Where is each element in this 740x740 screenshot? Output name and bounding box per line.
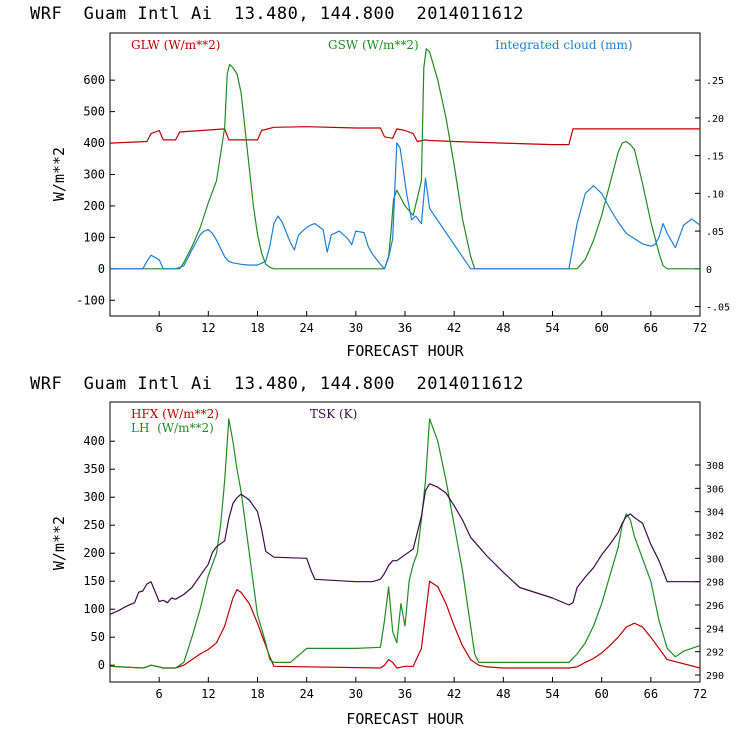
x-tick-label: 66 bbox=[644, 321, 658, 335]
chart-top-legend-cloud: Integrated cloud (mm) bbox=[495, 38, 633, 52]
left-tick-label: 500 bbox=[83, 105, 105, 119]
left-tick-label: 350 bbox=[83, 462, 105, 476]
chart-top: WRF Guam Intl Ai 13.480, 144.800 2014011… bbox=[30, 4, 730, 360]
x-tick-label: 60 bbox=[594, 321, 608, 335]
x-tick-label: 42 bbox=[447, 321, 461, 335]
left-tick-label: 400 bbox=[83, 434, 105, 448]
series-line-gsw bbox=[110, 48, 700, 270]
left-tick-label: 250 bbox=[83, 518, 105, 532]
x-tick-label: 48 bbox=[496, 687, 510, 701]
x-tick-label: 30 bbox=[349, 321, 363, 335]
left-tick-label: 300 bbox=[83, 490, 105, 504]
x-tick-label: 72 bbox=[693, 321, 707, 335]
right-tick-label: .05 bbox=[706, 227, 724, 238]
x-tick-label: 12 bbox=[201, 687, 215, 701]
x-tick-label: 6 bbox=[156, 321, 163, 335]
left-tick-label: 150 bbox=[83, 574, 105, 588]
chart-bottom-x-ticks: 6 12 18 24 30 36 42 48 54 60 66 72 bbox=[156, 677, 707, 701]
x-tick-label: 66 bbox=[644, 687, 658, 701]
x-tick-label: 30 bbox=[349, 687, 363, 701]
right-tick-label: 298 bbox=[706, 578, 724, 589]
x-tick-label: 24 bbox=[299, 321, 313, 335]
left-tick-label: 300 bbox=[83, 168, 105, 182]
left-tick-label: 100 bbox=[83, 602, 105, 616]
chart-bottom-title: WRF Guam Intl Ai 13.480, 144.800 2014011… bbox=[30, 374, 524, 394]
series-line-glw bbox=[109, 126, 700, 146]
left-tick-label: 400 bbox=[83, 136, 105, 150]
chart-top-xlabel: FORECAST HOUR bbox=[346, 342, 464, 360]
right-tick-label: 300 bbox=[706, 554, 724, 565]
x-tick-label: 42 bbox=[447, 687, 461, 701]
right-tick-label: .20 bbox=[706, 114, 724, 125]
left-tick-label: 600 bbox=[83, 73, 105, 87]
chart-top-title: WRF Guam Intl Ai 13.480, 144.800 2014011… bbox=[30, 4, 524, 24]
x-tick-label: 60 bbox=[594, 687, 608, 701]
chart-top-x-ticks: 6 12 18 24 30 36 42 48 54 60 66 72 bbox=[156, 311, 707, 335]
right-tick-label: 302 bbox=[706, 531, 724, 542]
left-tick-label: 100 bbox=[83, 230, 105, 244]
chart-bottom-legend-tsk: TSK (K) bbox=[310, 407, 357, 421]
chart-top-legend-gsw: GSW (W/m**2) bbox=[328, 38, 419, 52]
right-tick-label: .15 bbox=[706, 152, 724, 163]
series-line-tsk bbox=[109, 483, 700, 615]
right-tick-label: 0 bbox=[706, 265, 712, 276]
chart-bottom: WRF Guam Intl Ai 13.480, 144.800 2014011… bbox=[30, 374, 724, 728]
right-tick-label: 294 bbox=[706, 624, 724, 635]
chart-top-series bbox=[109, 48, 701, 270]
x-tick-label: 18 bbox=[250, 687, 264, 701]
right-tick-label: 308 bbox=[706, 461, 724, 472]
right-tick-label: -.05 bbox=[706, 303, 730, 314]
chart-top-plot-frame bbox=[109, 32, 701, 317]
x-tick-label: 12 bbox=[201, 321, 215, 335]
right-tick-label: .25 bbox=[706, 76, 724, 87]
x-tick-label: 24 bbox=[299, 687, 313, 701]
left-tick-label: 0 bbox=[98, 262, 105, 276]
chart-bottom-right-ticks: 290 292 294 296 298 300 302 304 306 308 bbox=[695, 461, 724, 682]
right-tick-label: 296 bbox=[706, 601, 724, 612]
x-tick-label: 54 bbox=[545, 687, 559, 701]
series-line-hfx bbox=[109, 580, 701, 669]
chart-bottom-legend-hfx: HFX (W/m**2) bbox=[131, 407, 219, 421]
x-tick-label: 54 bbox=[545, 321, 559, 335]
right-tick-label: 304 bbox=[706, 508, 724, 519]
right-tick-label: 292 bbox=[706, 648, 724, 659]
left-tick-label: 0 bbox=[98, 658, 105, 672]
chart-bottom-left-ticks: 0 50 100 150 200 250 300 350 400 bbox=[83, 434, 115, 672]
chart-bottom-ylabel: W/m**2 bbox=[50, 516, 68, 570]
chart-top-ylabel: W/m**2 bbox=[50, 147, 68, 201]
chart-bottom-xlabel: FORECAST HOUR bbox=[346, 710, 464, 728]
x-tick-label: 36 bbox=[398, 687, 412, 701]
x-tick-label: 18 bbox=[250, 321, 264, 335]
x-tick-label: 36 bbox=[398, 321, 412, 335]
x-tick-label: 72 bbox=[693, 687, 707, 701]
right-tick-label: 306 bbox=[706, 484, 724, 495]
series-line-integrated bbox=[110, 142, 701, 270]
chart-bottom-series bbox=[109, 418, 701, 669]
x-tick-label: 6 bbox=[156, 687, 163, 701]
chart-top-legend-glw: GLW (W/m**2) bbox=[131, 38, 220, 52]
left-tick-label: -100 bbox=[76, 293, 105, 307]
chart-top-right-ticks: .25 .20 .15 .10 .05 0 -.05 bbox=[695, 76, 730, 314]
right-tick-label: 290 bbox=[706, 671, 724, 682]
x-tick-label: 48 bbox=[496, 321, 510, 335]
chart-top-left-ticks: -100 0 100 200 300 400 500 600 bbox=[76, 73, 115, 307]
left-tick-label: 200 bbox=[83, 546, 105, 560]
series-line-lh bbox=[109, 418, 701, 669]
left-tick-label: 200 bbox=[83, 199, 105, 213]
left-tick-label: 50 bbox=[91, 630, 105, 644]
chart-bottom-legend-lh: LH (W/m**2) bbox=[131, 421, 214, 435]
right-tick-label: .10 bbox=[706, 189, 724, 200]
